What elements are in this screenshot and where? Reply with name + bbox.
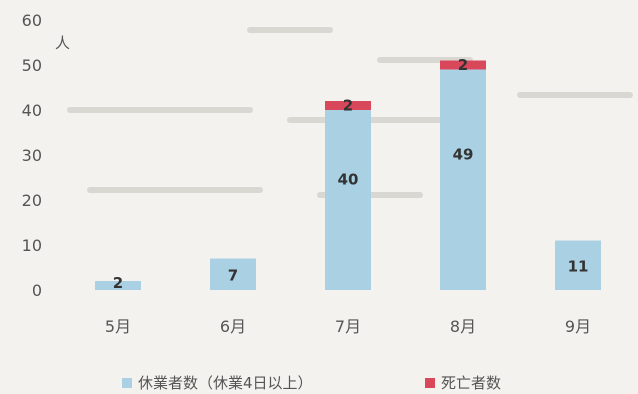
bars	[95, 60, 601, 290]
bar-injured	[555, 240, 601, 290]
data-label-injured: 11	[568, 257, 589, 275]
y-tick-label: 60	[22, 11, 42, 30]
data-label-injured: 49	[453, 145, 474, 163]
y-axis-unit-label: 人	[55, 34, 70, 52]
data-label-injured: 40	[338, 170, 359, 188]
x-axis: 5月 6月 7月 8月 9月	[105, 317, 591, 336]
y-tick-label: 20	[22, 191, 42, 210]
data-label-injured: 2	[113, 274, 123, 292]
y-tick-label: 30	[22, 146, 42, 165]
x-tick-label: 9月	[565, 317, 591, 336]
x-tick-label: 7月	[335, 317, 361, 336]
data-label-deaths: 2	[458, 56, 468, 74]
legend-swatch	[425, 378, 435, 388]
data-label-deaths: 2	[343, 97, 353, 115]
bar-injured	[95, 281, 141, 290]
data-labels: 2 7 40 2 49 2 11	[113, 56, 589, 292]
data-label-injured: 7	[228, 266, 238, 284]
bar-injured	[325, 110, 371, 290]
y-tick-label: 10	[22, 236, 42, 255]
x-tick-label: 6月	[220, 317, 246, 336]
x-tick-label: 5月	[105, 317, 131, 336]
y-tick-label: 40	[22, 101, 42, 120]
legend: 休業者数（休業4日以上） 死亡者数	[122, 374, 501, 392]
bar-injured	[210, 258, 256, 290]
bar-deaths	[440, 60, 486, 70]
y-tick-label: 50	[22, 56, 42, 75]
y-tick-label: 0	[32, 281, 42, 300]
legend-swatch	[122, 378, 132, 388]
bar-injured	[440, 69, 486, 290]
x-tick-label: 8月	[450, 317, 476, 336]
legend-label: 死亡者数	[441, 374, 501, 392]
y-axis: 0 10 20 30 40 50 60	[22, 11, 42, 300]
legend-label: 休業者数（休業4日以上）	[138, 374, 313, 392]
bar-deaths	[325, 101, 371, 110]
